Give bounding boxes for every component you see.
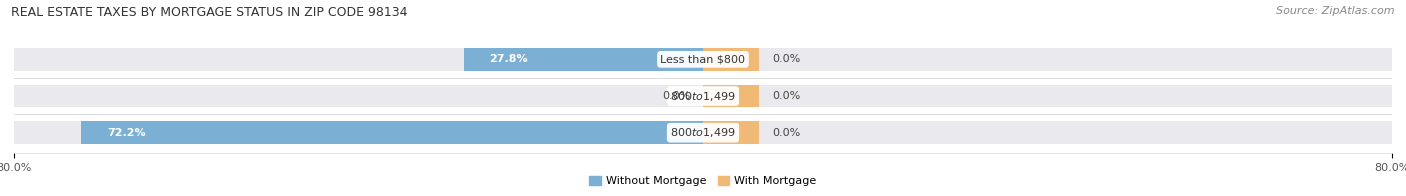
Text: REAL ESTATE TAXES BY MORTGAGE STATUS IN ZIP CODE 98134: REAL ESTATE TAXES BY MORTGAGE STATUS IN …: [11, 6, 408, 19]
Bar: [14, 85, 1392, 107]
Text: 0.0%: 0.0%: [662, 91, 690, 101]
Bar: [82, 121, 703, 144]
Text: 0.0%: 0.0%: [772, 91, 800, 101]
Text: 0.0%: 0.0%: [772, 128, 800, 138]
Text: 27.8%: 27.8%: [489, 54, 529, 64]
Bar: [703, 121, 759, 144]
Bar: [14, 121, 1392, 144]
Text: Source: ZipAtlas.com: Source: ZipAtlas.com: [1277, 6, 1395, 16]
Text: $800 to $1,499: $800 to $1,499: [671, 126, 735, 139]
Bar: [14, 48, 1392, 71]
Bar: [703, 48, 759, 71]
Text: Less than $800: Less than $800: [661, 54, 745, 64]
Text: 72.2%: 72.2%: [107, 128, 146, 138]
Legend: Without Mortgage, With Mortgage: Without Mortgage, With Mortgage: [585, 171, 821, 191]
Text: $800 to $1,499: $800 to $1,499: [671, 90, 735, 103]
Bar: [464, 48, 703, 71]
Bar: [703, 85, 759, 107]
Text: 0.0%: 0.0%: [772, 54, 800, 64]
